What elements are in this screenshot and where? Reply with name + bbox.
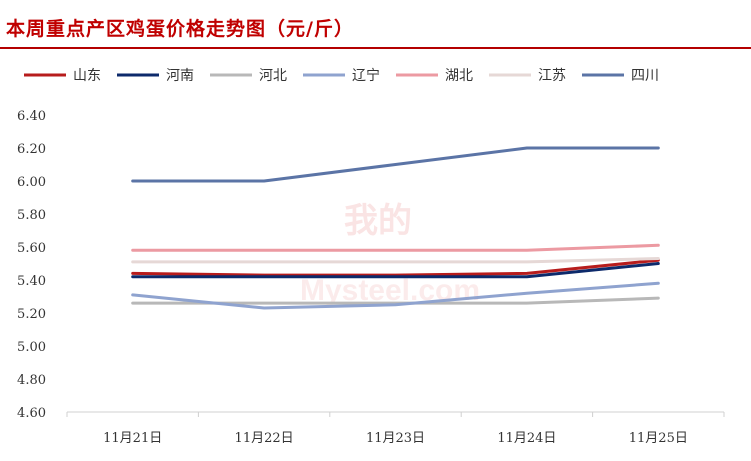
- legend-label: 江苏: [538, 68, 566, 84]
- y-tick-label: 5.60: [17, 241, 46, 256]
- legend-label: 山东: [73, 68, 101, 84]
- y-tick-label: 4.60: [17, 406, 46, 421]
- legend-label: 四川: [631, 68, 659, 84]
- series-line: [131, 281, 660, 310]
- series-line: [131, 262, 660, 279]
- x-tick-label: 11月23日: [366, 431, 425, 446]
- series-line: [131, 257, 660, 264]
- y-tick-label: 5.00: [17, 340, 46, 355]
- x-tick-label: 11月22日: [235, 431, 294, 446]
- watermark-brand: 我的: [344, 202, 412, 240]
- y-tick-label: 5.40: [17, 274, 46, 289]
- series-line: [131, 146, 660, 183]
- legend-label: 河南: [166, 68, 194, 84]
- legend-label: 湖北: [445, 68, 473, 84]
- x-axis: 11月21日 11月22日 11月23日 11月24日 11月25日: [66, 411, 725, 446]
- x-tick-label: 11月21日: [103, 431, 162, 446]
- series-line: [131, 243, 660, 252]
- y-tick-label: 4.80: [17, 373, 46, 388]
- series-line: [131, 258, 660, 277]
- x-tick-label: 11月25日: [629, 431, 688, 446]
- watermark: 我的 Mysteel.com: [300, 202, 480, 307]
- x-tick-label: 11月24日: [497, 431, 556, 446]
- title-underline: [0, 47, 751, 49]
- legend-label: 辽宁: [352, 67, 380, 84]
- y-axis: 4.60 4.80 5.00 5.20 5.40 5.60 5.80 6.00 6.20 6.40: [17, 109, 46, 421]
- legend: 山东 河南 河北 辽宁 湖北 江苏 四川: [24, 67, 659, 84]
- chart-title: 本周重点产区鸡蛋价格走势图（元/斤）: [6, 18, 354, 40]
- watermark-site: Mysteel.com: [300, 274, 480, 307]
- y-tick-label: 5.80: [17, 208, 46, 223]
- y-tick-label: 6.00: [17, 175, 46, 190]
- y-tick-label: 5.20: [17, 307, 46, 322]
- y-tick-label: 6.20: [17, 142, 46, 157]
- y-tick-label: 6.40: [17, 109, 46, 124]
- plot-area: [131, 146, 660, 310]
- legend-label: 河北: [259, 68, 287, 84]
